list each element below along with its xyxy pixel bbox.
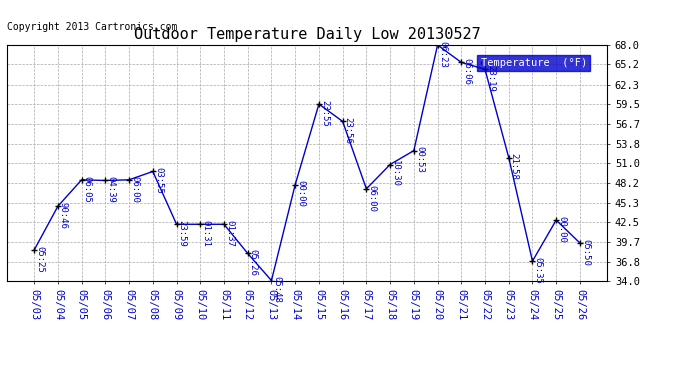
- Text: 06:00: 06:00: [367, 184, 377, 211]
- Text: 21:58: 21:58: [510, 153, 519, 180]
- Text: 03:55: 03:55: [154, 167, 163, 194]
- Text: 01:31: 01:31: [201, 220, 210, 247]
- Text: 06:23: 06:23: [439, 41, 448, 68]
- Text: 05:26: 05:26: [249, 249, 258, 276]
- Text: 05:35: 05:35: [533, 257, 542, 284]
- Text: 23:19: 23:19: [486, 65, 495, 92]
- Text: 00:00: 00:00: [558, 216, 566, 243]
- Title: Outdoor Temperature Daily Low 20130527: Outdoor Temperature Daily Low 20130527: [134, 27, 480, 42]
- Text: 00:53: 00:53: [415, 147, 424, 173]
- Text: 10:30: 10:30: [391, 160, 400, 187]
- Text: 01:37: 01:37: [225, 220, 234, 247]
- Text: Copyright 2013 Cartronics.com: Copyright 2013 Cartronics.com: [7, 22, 177, 33]
- Text: 05:50: 05:50: [581, 239, 590, 266]
- Text: 23:56: 23:56: [344, 117, 353, 144]
- Text: 00:00: 00:00: [296, 180, 305, 207]
- Text: 23:59: 23:59: [177, 220, 186, 247]
- Text: 06:00: 06:00: [130, 176, 139, 202]
- Legend: Temperature  (°F): Temperature (°F): [477, 55, 590, 71]
- Text: 04:39: 04:39: [106, 176, 115, 203]
- Text: 05:48: 05:48: [273, 276, 282, 303]
- Text: 06:05: 06:05: [83, 176, 92, 202]
- Text: 05:25: 05:25: [35, 246, 44, 273]
- Text: 06:06: 06:06: [462, 58, 471, 85]
- Text: 23:55: 23:55: [320, 100, 329, 127]
- Text: 90:46: 90:46: [59, 202, 68, 229]
